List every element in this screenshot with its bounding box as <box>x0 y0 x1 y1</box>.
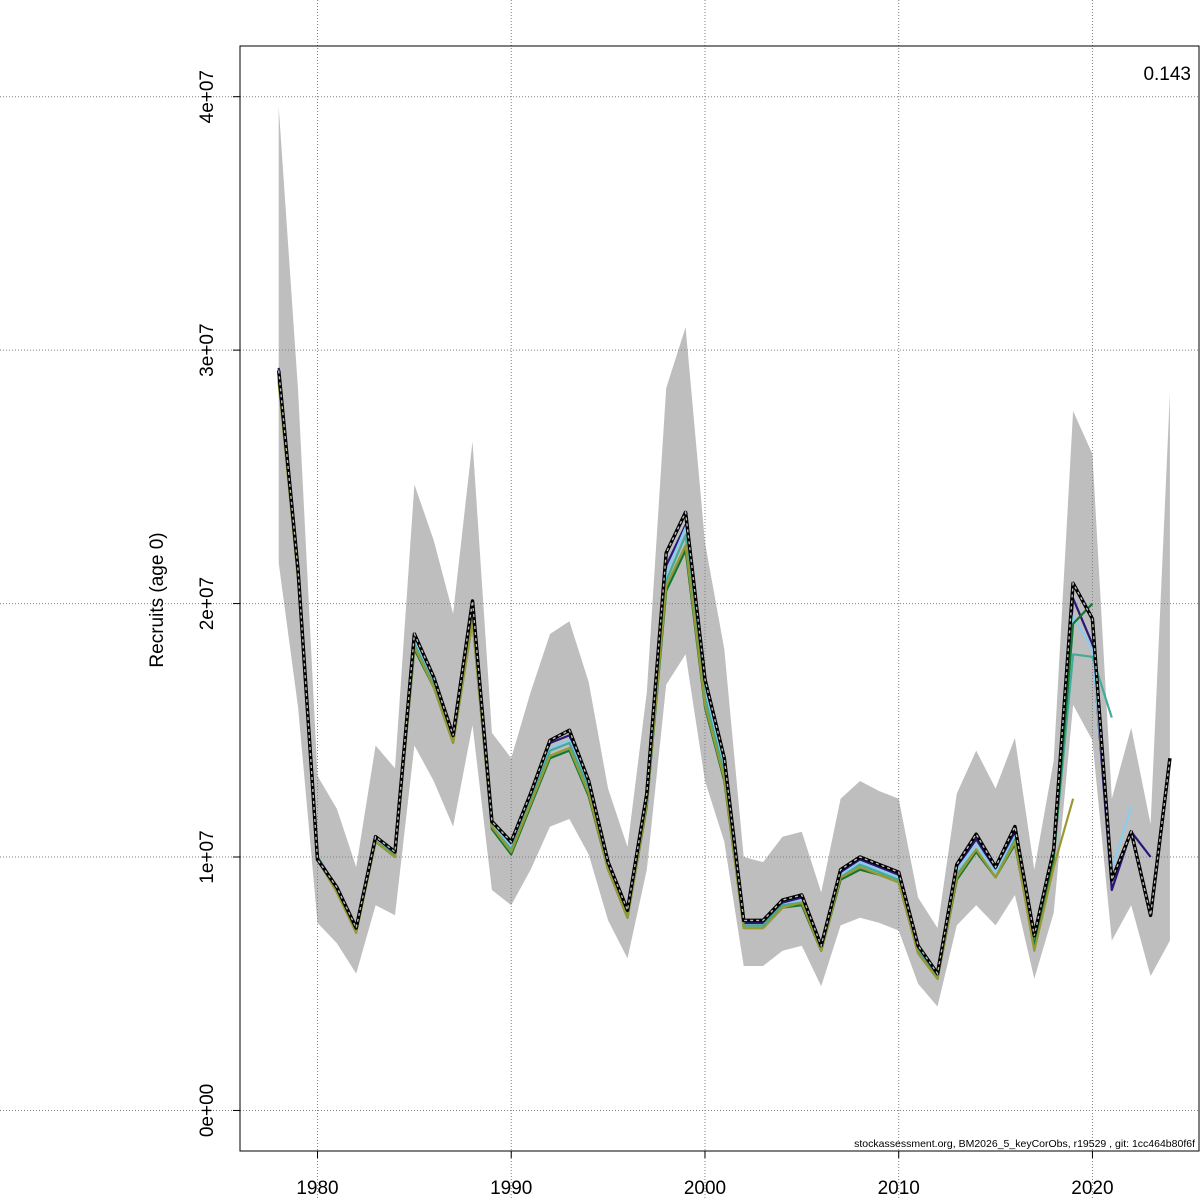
x-tick-label: 1990 <box>490 1178 532 1199</box>
y-tick-label: 2e+07 <box>197 577 218 630</box>
series-layer <box>276 367 1172 980</box>
footer-credit: stockassessment.org, BM2026_5_keyCorObs,… <box>854 1138 1195 1150</box>
x-tick-label: 2010 <box>878 1178 920 1199</box>
x-tick-label: 1980 <box>296 1178 338 1199</box>
plot-frame <box>239 45 1200 1152</box>
axis-layer: 1980 1990 2000 2010 2020 0e+00 1e+07 2e+07 3e+07… <box>197 70 1114 1199</box>
corner-value-label: 0.143 <box>1143 64 1191 85</box>
y-axis-title: Recruits (age 0) <box>147 532 168 667</box>
y-tick-label: 3e+07 <box>197 323 218 376</box>
y-tick-label: 0e+00 <box>197 1084 218 1137</box>
x-tick-label: 2020 <box>1071 1178 1113 1199</box>
confidence-band <box>278 106 1170 1007</box>
x-tick-label: 2000 <box>684 1178 726 1199</box>
y-tick-label: 1e+07 <box>197 830 218 883</box>
y-tick-label: 4e+07 <box>197 70 218 123</box>
series-line-base-dash <box>278 370 1171 976</box>
confidence-band-layer <box>278 106 1170 1007</box>
